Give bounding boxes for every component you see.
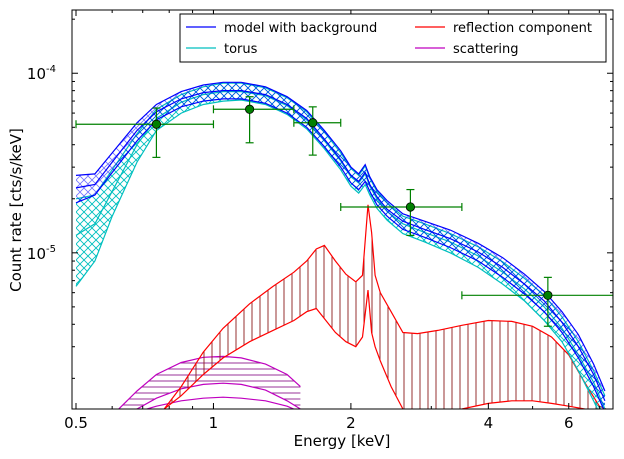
y-axis-label: Count rate [cts/s/keV] — [7, 128, 25, 292]
legend-label-reflection: reflection component — [453, 21, 592, 36]
legend-label-model: model with background — [224, 21, 377, 36]
plot-area — [75, 81, 613, 409]
data-marker — [308, 118, 318, 128]
x-tick-label: 2 — [346, 414, 356, 432]
data-marker — [245, 104, 255, 114]
x-axis-label: Energy [keV] — [294, 432, 391, 450]
scattering-inner-line — [144, 396, 296, 409]
data-point-5 — [461, 276, 613, 327]
reflection-band — [164, 204, 607, 409]
legend-label-scattering: scattering — [453, 42, 519, 57]
legend-label-torus: torus — [224, 42, 258, 57]
data-point-1 — [75, 107, 215, 158]
x-tick-label: 4 — [484, 414, 494, 432]
model-mid-line — [75, 90, 606, 402]
data-point-4 — [340, 188, 463, 237]
y-tick-label: 10-5 — [27, 244, 56, 263]
y-tick-label: 10-4 — [27, 64, 56, 83]
x-tick-label: 6 — [564, 414, 574, 432]
data-point-3 — [293, 106, 342, 156]
scattering-lower-line — [133, 382, 301, 409]
legend: model with background reflection compone… — [179, 13, 607, 63]
data-point-2 — [212, 96, 295, 144]
x-tick-label: 1 — [209, 414, 219, 432]
model-upper-line — [75, 81, 606, 392]
scattering-band — [118, 356, 301, 409]
model-lower-line — [75, 98, 605, 409]
torus-lower-line — [75, 99, 599, 409]
x-tick-label: 0.5 — [64, 414, 88, 432]
data-marker — [543, 290, 553, 300]
data-marker — [405, 202, 416, 212]
reflection-upper-line — [163, 204, 608, 409]
plot-frame — [71, 9, 614, 410]
axis-ticks: 0.5 1 2 4 6 10-5 10-4 — [27, 10, 613, 432]
data-marker — [151, 119, 162, 129]
legend-box — [179, 13, 607, 63]
reflection-lower-line — [163, 290, 588, 409]
